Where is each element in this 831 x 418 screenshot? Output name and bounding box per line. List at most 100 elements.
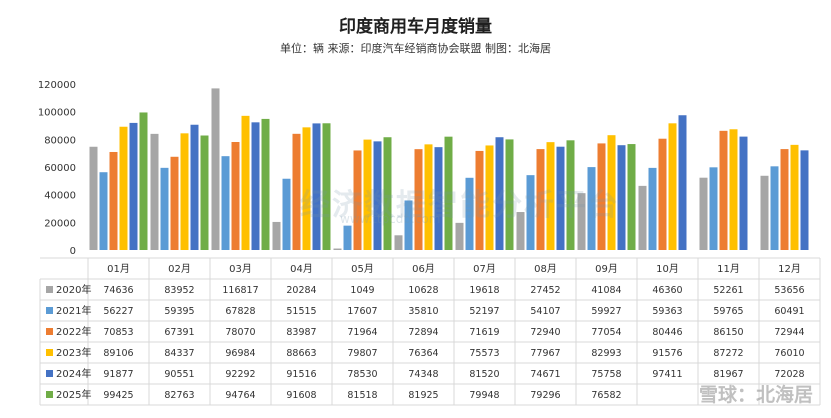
data-label: 19618 (469, 285, 499, 296)
chart-title: 印度商用车月度销量 (339, 17, 492, 37)
legend-label: 2021年 (56, 304, 91, 317)
data-label: 77054 (591, 327, 621, 338)
data-label: 82993 (591, 348, 621, 359)
y-tick-label: 20000 (44, 218, 76, 229)
data-label: 59363 (652, 306, 682, 317)
data-label: 75758 (591, 369, 621, 380)
x-tick-label: 05月 (351, 263, 374, 275)
data-label: 52261 (713, 285, 743, 296)
data-label: 86150 (713, 327, 743, 338)
bar (221, 156, 230, 250)
x-tick-label: 10月 (656, 263, 679, 275)
bar (516, 212, 525, 250)
bar (302, 127, 311, 250)
x-tick-label: 09月 (595, 263, 618, 275)
y-tick-label: 0 (70, 246, 76, 257)
bar (587, 167, 596, 250)
x-tick-label: 03月 (229, 263, 252, 275)
bar (251, 122, 260, 250)
data-label: 59927 (591, 306, 621, 317)
bar (739, 136, 748, 250)
data-label: 78530 (347, 369, 377, 380)
bar (455, 222, 464, 250)
bar (180, 133, 189, 250)
data-label: 84337 (164, 348, 194, 359)
data-label: 17607 (347, 306, 377, 317)
bar (312, 123, 321, 250)
x-tick-label: 11月 (717, 263, 740, 275)
legend-swatch (46, 328, 53, 335)
data-label: 76582 (591, 390, 621, 401)
legend-swatch (46, 391, 53, 398)
data-label: 91608 (286, 390, 316, 401)
bar (211, 88, 220, 250)
data-label: 72894 (408, 327, 438, 338)
data-label: 59395 (164, 306, 194, 317)
legend-swatch (46, 370, 53, 377)
bar (597, 143, 606, 250)
bar (282, 178, 291, 250)
data-label: 72944 (774, 327, 804, 338)
data-label: 60491 (774, 306, 804, 317)
bar (546, 142, 555, 250)
x-tick-label: 04月 (290, 263, 313, 275)
x-tick-label: 08月 (534, 263, 557, 275)
legend-label: 2025年 (56, 388, 91, 401)
bar (485, 145, 494, 250)
legend-label: 2023年 (56, 346, 91, 359)
data-label: 52197 (469, 306, 499, 317)
bar (99, 172, 108, 250)
bar (424, 144, 433, 250)
data-label: 78070 (225, 327, 255, 338)
bar (444, 136, 453, 250)
data-label: 70853 (103, 327, 133, 338)
data-label: 83987 (286, 327, 316, 338)
legend-label: 2024年 (56, 367, 91, 380)
data-label: 53656 (774, 285, 804, 296)
bar (729, 129, 738, 250)
bar (627, 144, 636, 250)
data-label: 90551 (164, 369, 194, 380)
data-label: 76010 (774, 348, 804, 359)
y-tick-label: 40000 (44, 191, 76, 202)
data-label: 80446 (652, 327, 682, 338)
data-label: 116817 (222, 285, 258, 296)
legend-swatch (46, 286, 53, 293)
data-label: 71964 (347, 327, 377, 338)
bar (577, 193, 586, 250)
data-label: 59765 (713, 306, 743, 317)
data-label: 91516 (286, 369, 316, 380)
bar (678, 115, 687, 251)
data-label: 87272 (713, 348, 743, 359)
x-tick-label: 02月 (168, 263, 191, 275)
data-label: 83952 (164, 285, 194, 296)
bar (200, 135, 209, 250)
data-label: 81967 (713, 369, 743, 380)
x-tick-label: 07月 (473, 263, 496, 275)
bar (241, 115, 250, 250)
data-label: 81518 (347, 390, 377, 401)
bar (119, 126, 128, 250)
bar (343, 225, 352, 250)
bar (353, 150, 362, 250)
data-label: 81925 (408, 390, 438, 401)
bar (322, 123, 331, 250)
watermark-url: www.ttpcdb.com (340, 212, 441, 226)
data-label: 41084 (591, 285, 621, 296)
data-label: 92292 (225, 369, 255, 380)
bar (363, 139, 372, 250)
bar (790, 144, 799, 250)
bar (526, 175, 535, 250)
data-label: 91877 (103, 369, 133, 380)
bar (607, 135, 616, 250)
legend-label: 2022年 (56, 325, 91, 338)
bar (404, 200, 413, 250)
data-label: 67828 (225, 306, 255, 317)
y-tick-label: 100000 (38, 108, 76, 119)
bar (719, 130, 728, 250)
data-label: 89106 (103, 348, 133, 359)
bar (709, 167, 718, 250)
legend-label: 2020年 (56, 283, 91, 296)
data-label: 79296 (530, 390, 560, 401)
brand-watermark: 雪球：北海居 (698, 384, 813, 406)
